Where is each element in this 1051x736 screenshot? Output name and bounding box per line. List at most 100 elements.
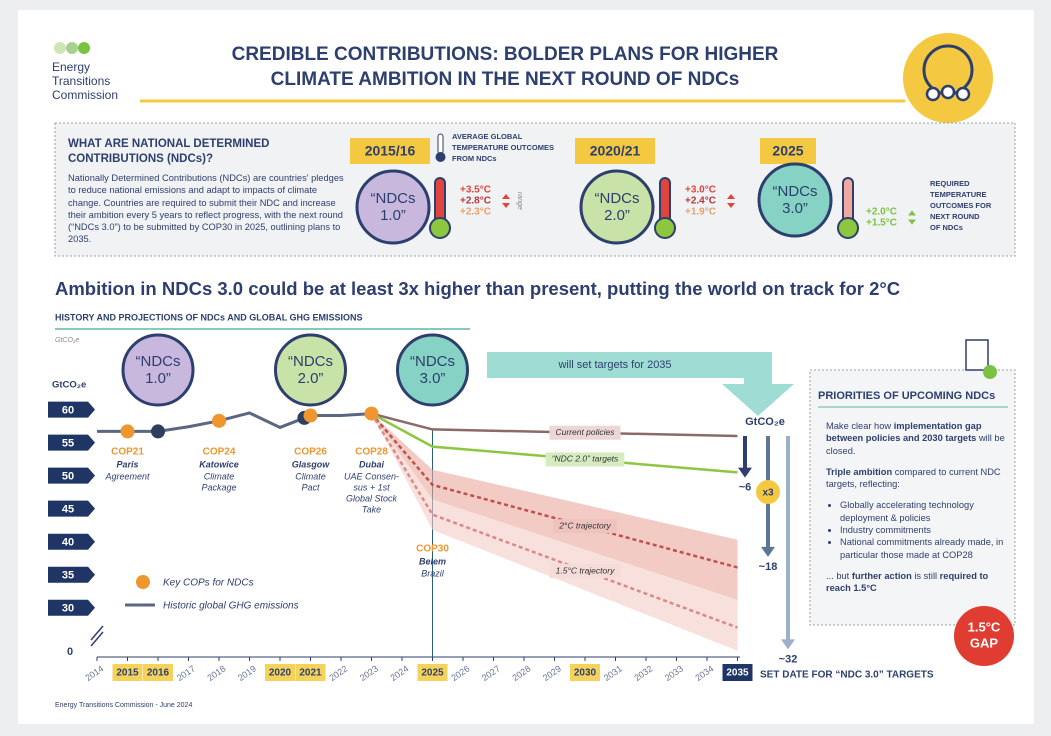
ndc-badge-text: 1.0” xyxy=(380,207,406,224)
x-tick-label: 2016 xyxy=(147,668,170,679)
ndc-badge xyxy=(355,169,431,245)
x-tick-label: 2021 xyxy=(299,668,322,679)
gap-badge xyxy=(954,606,1014,666)
cop-name: COP21 xyxy=(111,447,144,458)
x-note: SET DATE FOR “NDC 3.0” TARGETS xyxy=(760,670,934,681)
cop-note: Climate xyxy=(295,471,326,481)
range-label: range xyxy=(516,192,523,210)
projection-label-bg xyxy=(549,564,621,579)
historic-line xyxy=(97,411,372,433)
projection-label: Current policies xyxy=(555,427,615,437)
ndc-badge-text: “NDCs xyxy=(371,190,416,207)
cop-name: COP26 xyxy=(294,447,327,458)
globe-icon xyxy=(903,33,993,123)
x-tick-tag xyxy=(722,664,753,681)
footer: Energy Transitions Commission - June 202… xyxy=(55,702,192,709)
paragraph: ... but further action is still required… xyxy=(826,570,1008,595)
thermometer-bulb xyxy=(429,217,451,239)
cop-note: Package xyxy=(201,482,236,492)
thermometer xyxy=(842,177,854,224)
y-tick-tag xyxy=(48,533,95,550)
required-label: REQUIRED xyxy=(930,179,970,188)
gap-arrowhead xyxy=(738,467,752,478)
ndc-badge-text: 3.0” xyxy=(420,370,446,387)
text-run: will be closed. xyxy=(826,433,1005,456)
ndc-badge xyxy=(757,162,833,238)
x-tick-tag xyxy=(143,664,173,681)
priorities-title: PRIORITIES OF UPCOMING NDCs xyxy=(818,390,995,402)
cop-note: sus + 1st xyxy=(353,482,390,492)
required-label: OUTCOMES FOR xyxy=(930,201,992,210)
axis-break xyxy=(90,631,104,647)
ndc-badge-text: 2.0” xyxy=(604,207,630,224)
doc-icon xyxy=(965,339,989,371)
page-title: CREDIBLE CONTRIBUTIONS: BOLDER PLANS FOR… xyxy=(232,44,779,65)
temp-value: +1.9°C xyxy=(685,207,716,218)
doc-icon-check xyxy=(983,365,997,379)
text-run: implementation gap between policies and … xyxy=(826,421,982,444)
cop-place: Katowice xyxy=(199,459,239,469)
cop-note: Agreement xyxy=(104,471,150,481)
ndc-badge-text: 2.0” xyxy=(298,370,324,387)
priorities-box xyxy=(809,369,1016,626)
person-icon xyxy=(925,86,941,102)
y-tick-label: 40 xyxy=(62,537,74,549)
cop-note: Brazil xyxy=(421,568,445,578)
bullet: Globally accelerating technology deploym… xyxy=(840,499,1008,524)
y-tick-label: 0 xyxy=(67,646,73,658)
gap-unit: GtCO₂e xyxy=(745,416,785,428)
ndc-point xyxy=(151,424,165,439)
x-tick-label: 2015 xyxy=(116,668,139,679)
gap-badge-text: 1.5°C xyxy=(968,619,1001,634)
projection-label-bg xyxy=(553,519,617,534)
text-run: compared to current NDC targets, reflect… xyxy=(826,466,1001,490)
required-label: NEXT ROUND xyxy=(930,212,980,221)
ndc-badge-text: “NDCs xyxy=(410,353,455,370)
ndc-badge-text: 3.0” xyxy=(782,200,808,217)
priorities-text: Make clear how implementation gap betwee… xyxy=(826,420,1008,604)
y-tick-tag xyxy=(48,467,95,484)
gap-label: ~6 xyxy=(739,482,752,494)
banner-text: will set targets for 2035 xyxy=(557,359,671,371)
multiplier-badge xyxy=(756,480,780,504)
y-tick-label: 35 xyxy=(62,570,74,582)
ndc-badge-text: 1.0” xyxy=(145,370,171,387)
paragraph: Triple ambition compared to current NDC … xyxy=(826,466,1008,491)
thermo-icon xyxy=(437,133,444,155)
temp-value: +2.0°C xyxy=(866,207,897,218)
banner-arrow xyxy=(487,352,794,416)
required-label: TEMPERATURE xyxy=(930,190,987,199)
chart-subtitle: HISTORY AND PROJECTIONS OF NDCs AND GLOB… xyxy=(55,312,363,322)
y-unit: GtCO₂e xyxy=(55,337,80,344)
text-run: Make clear how xyxy=(826,421,894,431)
temp-value: +1.5°C xyxy=(866,218,897,229)
ndc-badge xyxy=(396,333,469,407)
temp-label: TEMPERATURE OUTCOMES xyxy=(452,143,554,152)
bullet: Industry commitments xyxy=(840,524,1008,536)
legend-dot xyxy=(136,575,150,589)
temp-label: AVERAGE GLOBAL xyxy=(452,132,523,141)
range-arrow xyxy=(502,194,510,199)
logo-text: Transitions xyxy=(52,74,110,88)
x-tick-label: 2035 xyxy=(726,668,749,679)
range-arrow xyxy=(908,219,916,225)
ndc-heading: WHAT ARE NATIONAL DETERMINED xyxy=(68,138,269,150)
projection-band xyxy=(371,413,738,651)
y-tick-tag xyxy=(48,500,95,517)
ndc-badge-text: “NDCs xyxy=(773,183,818,200)
range-arrow xyxy=(908,210,916,216)
temp-value: +3.5°C xyxy=(460,185,491,196)
cop-dot xyxy=(303,408,318,423)
y-tick-label: 30 xyxy=(62,603,74,615)
x-tick-label: 2025 xyxy=(421,668,444,679)
cop-dot xyxy=(212,413,226,428)
thermometer-bulb xyxy=(654,217,676,239)
projection-label: “NDC 2.0” targets xyxy=(552,454,619,464)
x-tick-tag xyxy=(112,664,143,681)
logo-dot xyxy=(54,42,66,54)
ndc-badge-text: “NDCs xyxy=(595,190,640,207)
year-label: 2015/16 xyxy=(365,143,416,159)
logo-text: Commission xyxy=(52,88,118,102)
person-icon xyxy=(940,84,956,100)
